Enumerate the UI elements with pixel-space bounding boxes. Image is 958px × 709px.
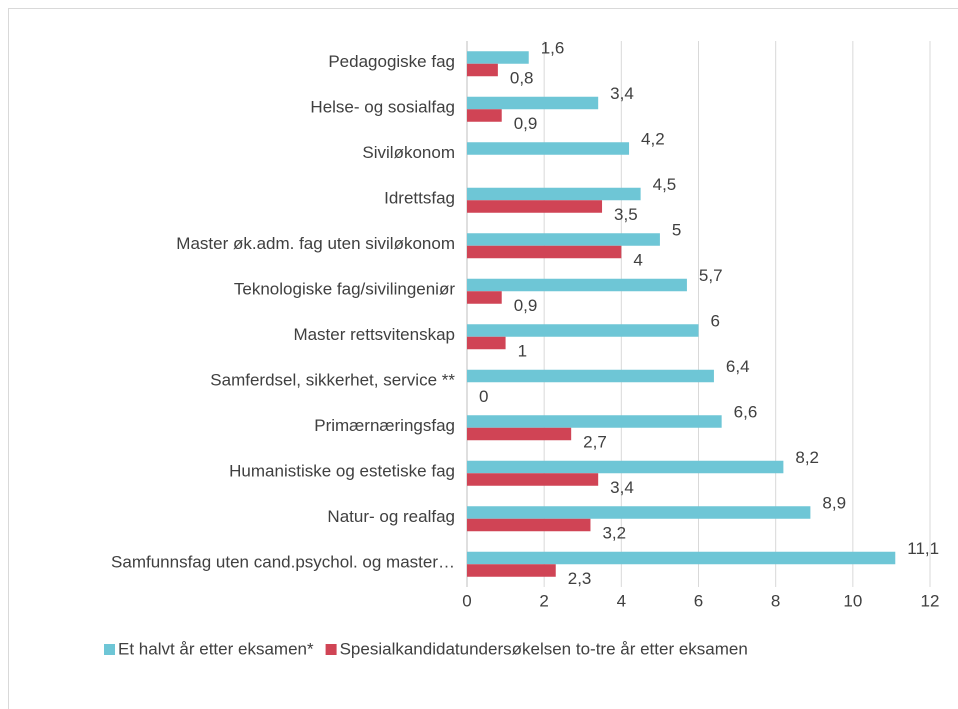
y-tick-label: Siviløkonom [362, 143, 455, 162]
data-label: 2,7 [583, 433, 607, 452]
bar [467, 109, 502, 122]
data-label: 0 [479, 387, 488, 406]
data-label: 5 [672, 221, 681, 240]
y-tick-label: Pedagogiske fag [328, 52, 455, 71]
bar [467, 291, 502, 304]
y-tick-label: Helse- og sosialfag [310, 98, 455, 117]
bar [467, 233, 660, 246]
data-label: 6,6 [734, 403, 758, 422]
data-label: 3,4 [610, 84, 634, 103]
bar [467, 460, 784, 474]
x-tick-label: 10 [843, 591, 862, 610]
legend-label: Et halvt år etter eksamen* [118, 639, 314, 658]
data-label: 8,9 [822, 494, 846, 513]
bar [467, 473, 599, 486]
y-tick-label: Master rettsvitenskap [293, 325, 455, 344]
data-label: 0,9 [514, 296, 538, 315]
bar [467, 96, 599, 110]
bar [467, 564, 556, 577]
data-label: 3,5 [614, 205, 638, 224]
legend-swatch [104, 644, 115, 655]
bar [467, 506, 811, 519]
y-tick-label: Humanistiske og estetiske fag [229, 462, 455, 481]
data-label: 4,5 [653, 175, 677, 194]
data-label: 0,9 [514, 114, 538, 133]
y-tick-label: Samfunnsfag uten cand.psychol. og master… [111, 553, 455, 572]
chart-frame [8, 8, 958, 709]
bar [467, 415, 722, 428]
bar [467, 245, 622, 259]
y-tick-label: Samferdsel, sikkerhet, service ** [210, 371, 455, 390]
legend-swatch [325, 644, 337, 655]
bar [467, 518, 591, 532]
bar [467, 187, 641, 201]
data-label: 2,3 [568, 569, 592, 588]
legend-label: Spesialkandidatundersøkelsen to-tre år e… [340, 639, 748, 658]
bar [467, 336, 506, 350]
y-tick-label: Teknologiske fag/sivilingeniør [234, 280, 455, 299]
bar [467, 427, 572, 441]
data-label: 6,4 [726, 357, 750, 376]
x-tick-label: 2 [539, 591, 548, 610]
data-label: 1,6 [541, 39, 565, 58]
x-tick-label: 4 [617, 591, 626, 610]
data-label: 5,7 [699, 266, 723, 285]
y-tick-label: Idrettsfag [384, 189, 455, 208]
data-label: 4,2 [641, 130, 665, 149]
bar [467, 63, 498, 77]
data-label: 3,4 [610, 478, 634, 497]
y-tick-label: Primærnæringsfag [314, 416, 455, 435]
data-label: 11,1 [907, 539, 939, 558]
bar [467, 551, 896, 565]
x-tick-label: 0 [462, 591, 471, 610]
bar [467, 369, 714, 383]
bar [467, 278, 687, 292]
bar [467, 200, 603, 213]
y-tick-label: Master øk.adm. fag uten siviløkonom [176, 234, 455, 253]
y-tick-label: Natur- og realfag [327, 507, 455, 526]
data-label: 0,8 [510, 69, 534, 88]
data-label: 1 [518, 342, 527, 361]
x-tick-label: 8 [771, 591, 780, 610]
bar [467, 51, 529, 64]
bar [467, 324, 699, 337]
data-label: 4 [633, 251, 642, 270]
data-label: 3,2 [602, 524, 626, 543]
data-label: 6 [711, 312, 720, 331]
bar [467, 142, 630, 155]
data-label: 8,2 [795, 448, 819, 467]
x-tick-label: 12 [921, 591, 940, 610]
x-tick-label: 6 [694, 591, 703, 610]
